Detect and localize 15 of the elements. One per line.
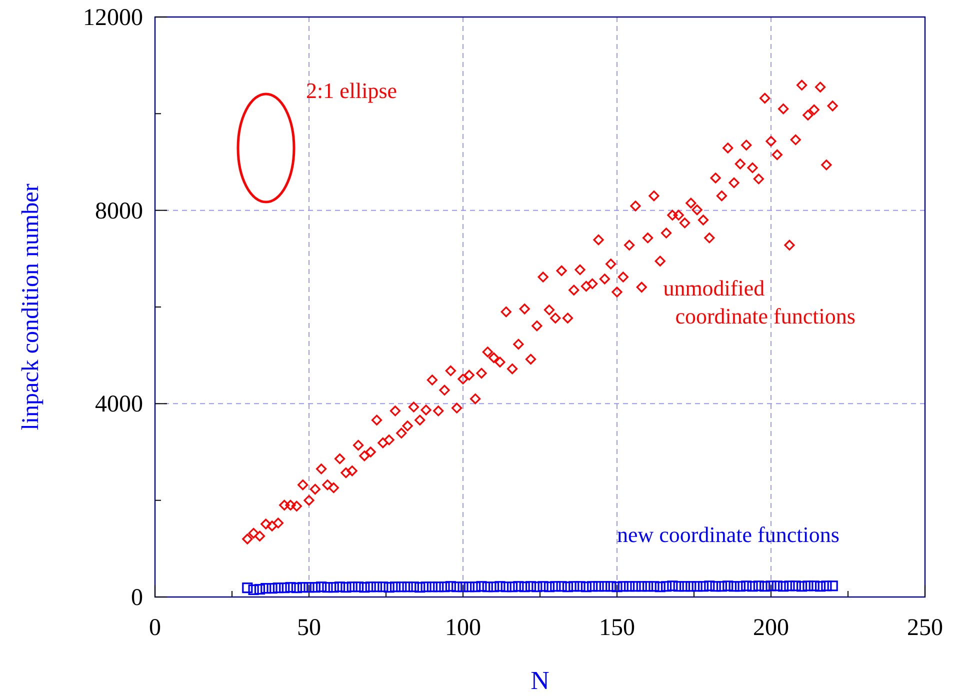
x-tick-label: 0 [149, 615, 161, 641]
x-tick-label: 100 [445, 615, 481, 641]
y-tick-label: 0 [131, 585, 143, 611]
y-axis-title: linpack condition number [18, 184, 44, 430]
y-tick-label: 8000 [95, 198, 143, 224]
x-axis-title: N [530, 666, 550, 695]
x-tick-label: 200 [753, 615, 789, 641]
y-tick-label: 4000 [95, 392, 143, 418]
x-tick-label: 250 [907, 615, 943, 641]
series-label: unmodified coordinate functions [663, 275, 856, 328]
x-tick-label: 150 [599, 615, 635, 641]
x-tick-label: 50 [297, 615, 321, 641]
series-label: new coordinate functions [617, 522, 840, 547]
y-tick-label: 12000 [83, 5, 143, 31]
annotation: 2:1 ellipse [306, 78, 398, 103]
